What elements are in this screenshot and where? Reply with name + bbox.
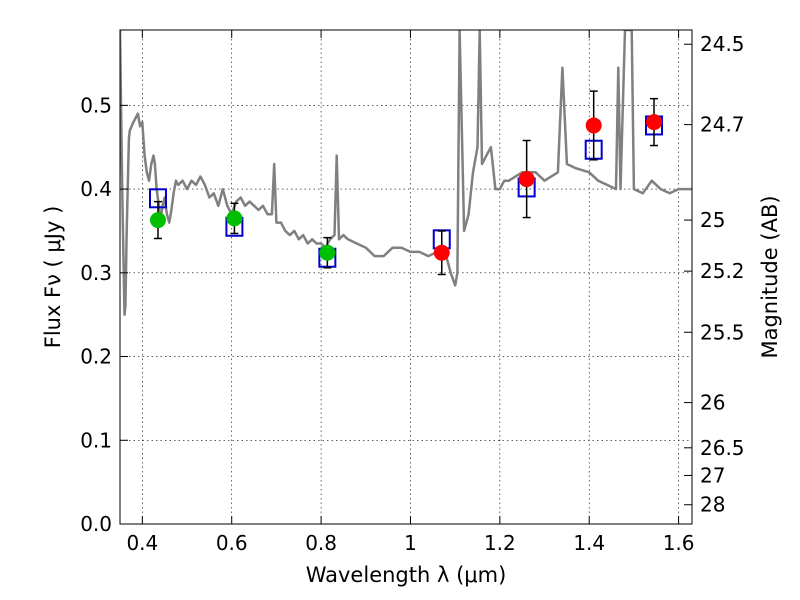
y2-tick-label: 24.7 <box>700 113 745 137</box>
x-tick-label: 1.4 <box>573 531 605 555</box>
y2-tick-label: 25.5 <box>700 320 745 344</box>
plot-frame <box>119 29 693 525</box>
observed-photometry-point <box>319 244 336 261</box>
grid-lines <box>120 30 692 525</box>
y-tick-label: 0.0 <box>80 512 112 536</box>
y2-tick-label: 28 <box>700 493 725 517</box>
y2-tick-label: 27 <box>700 463 725 487</box>
y-tick-label: 0.5 <box>80 93 112 117</box>
observed-photometry-point <box>518 171 535 188</box>
model-spectrum-layer <box>120 30 692 316</box>
observed-photometry-point <box>433 244 450 261</box>
y2-tick-label: 26 <box>700 391 725 415</box>
x-tick-label: 1.6 <box>663 531 695 555</box>
y-tick-label: 0.2 <box>80 345 112 369</box>
x-tick-label: 0.6 <box>216 531 248 555</box>
observed-photometry-point <box>149 212 166 229</box>
observed-photometry-point <box>646 114 663 131</box>
y-axis-title: Flux Fν ( μJy ) <box>41 206 65 349</box>
x-tick-label: 1.2 <box>484 531 516 555</box>
x-tick-label: 0.4 <box>126 531 158 555</box>
y2-tick-label: 24.5 <box>700 32 745 56</box>
y2-tick-label: 25.2 <box>700 259 745 283</box>
photometry-points-layer <box>148 90 664 276</box>
observed-photometry-point <box>585 117 602 134</box>
observed-photometry-point <box>226 210 243 227</box>
model-spectrum-line <box>120 30 692 316</box>
y-tick-label: 0.1 <box>80 428 112 452</box>
x-tick-label: 0.8 <box>305 531 337 555</box>
y-tick-label: 0.3 <box>80 261 112 285</box>
y2-axis-title: Magnitude (AB) <box>758 195 782 358</box>
y-tick-label: 0.4 <box>80 177 112 201</box>
axis-ticks: 0.4 0.6 0.8 1 1.2 1.4 1.6 0.0 0.1 0.2 0.3 0.4 0.5 24.… <box>80 30 745 555</box>
x-axis-title: Wavelength λ (μm) <box>306 563 507 587</box>
x-tick-label: 1 <box>404 531 417 555</box>
y2-tick-label: 26.5 <box>700 436 745 460</box>
y2-tick-label: 25 <box>700 208 725 232</box>
